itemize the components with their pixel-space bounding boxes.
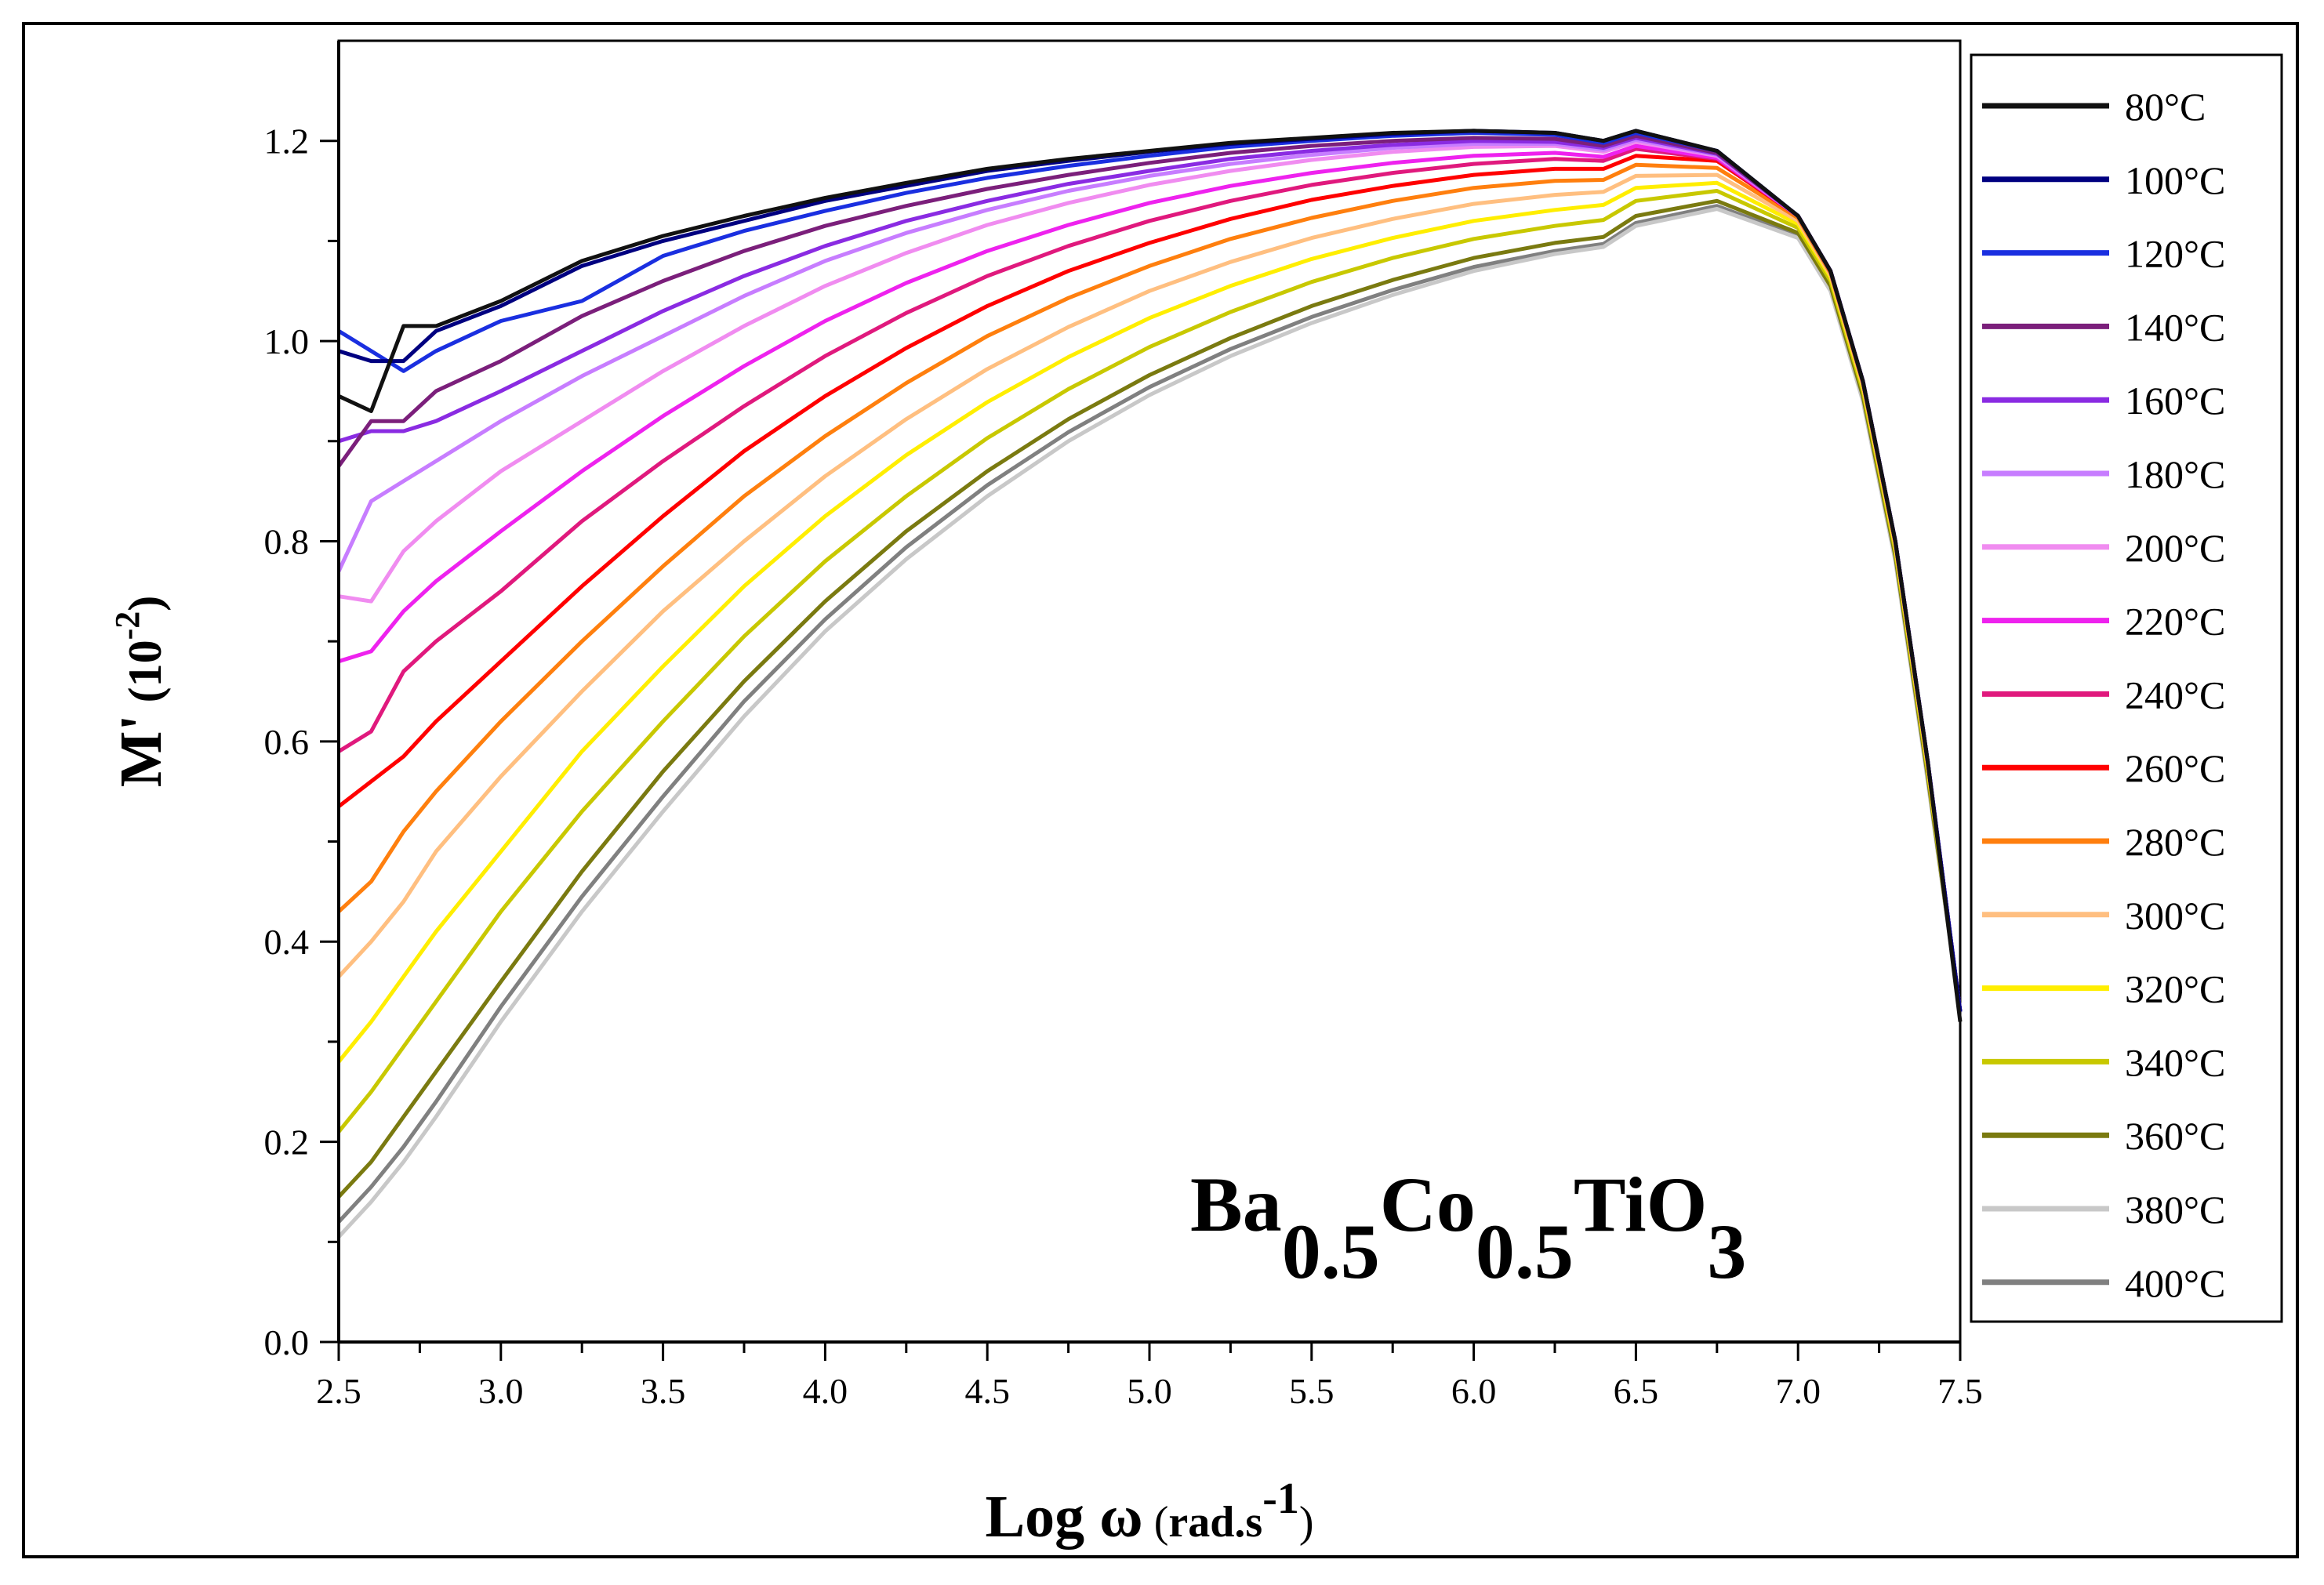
x-axis-title-unit-sup: -1 bbox=[1262, 1474, 1299, 1523]
y-tick-label: 0.8 bbox=[264, 521, 310, 561]
x-tick-label: 3.5 bbox=[641, 1371, 686, 1411]
x-tick-label: 7.0 bbox=[1775, 1371, 1821, 1411]
y-ticks: 0.0 0.2 0.4 0.6 0.8 1.0 1.2 bbox=[264, 122, 339, 1362]
legend-label: 80°C bbox=[2125, 85, 2206, 129]
series-line-160c bbox=[338, 136, 1963, 1012]
legend-box bbox=[1970, 53, 2283, 1323]
series-line-380c bbox=[337, 207, 1963, 1239]
y-axis-title-unit-close: ) bbox=[119, 596, 171, 611]
x-tick-label: 6.0 bbox=[1451, 1371, 1497, 1411]
x-tick-label: 5.0 bbox=[1127, 1371, 1172, 1411]
x-tick-label: 5.5 bbox=[1289, 1371, 1334, 1411]
x-axis-title-unit-close: ) bbox=[1299, 1498, 1314, 1547]
legend-label: 100°C bbox=[2125, 158, 2225, 202]
legend-label: 360°C bbox=[2125, 1114, 2225, 1158]
x-tick-label: 3.0 bbox=[478, 1371, 524, 1411]
series-line-200c bbox=[338, 140, 1963, 1012]
series-line-400c bbox=[337, 204, 1963, 1224]
formula-sub-3: 3 bbox=[1707, 1208, 1746, 1295]
formula-sub-1: 0.5 bbox=[1282, 1208, 1380, 1295]
compound-formula: Ba0.5Co0.5TiO3 bbox=[1190, 1161, 1746, 1295]
x-tick-label: 7.5 bbox=[1937, 1371, 1983, 1411]
x-axis-title: Log ω (rad.s-1) bbox=[985, 1474, 1313, 1550]
y-tick-label: 0.0 bbox=[264, 1322, 310, 1362]
y-tick-label: 0.6 bbox=[264, 722, 310, 762]
x-axis-title-unit-open: ( bbox=[1143, 1498, 1169, 1547]
x-tick-label: 4.0 bbox=[803, 1371, 848, 1411]
formula-tio: TiO bbox=[1574, 1161, 1707, 1248]
series-line-220c bbox=[338, 143, 1963, 1012]
y-tick-label: 0.2 bbox=[264, 1123, 310, 1162]
legend: 80°C 100°C 120°C 140°C 160°C 180°C 200°C 220°C 2… bbox=[1982, 85, 2225, 1305]
y-tick-label: 1.0 bbox=[264, 321, 310, 361]
legend-label: 140°C bbox=[2125, 305, 2225, 349]
formula-co: Co bbox=[1380, 1161, 1476, 1248]
y-axis-title-main: M' bbox=[108, 714, 174, 787]
x-axis-title-main: Log ω bbox=[985, 1484, 1142, 1550]
formula-ba: Ba bbox=[1190, 1161, 1282, 1248]
series-line-260c bbox=[337, 154, 1963, 1012]
legend-label: 240°C bbox=[2125, 673, 2225, 716]
legend-label: 300°C bbox=[2125, 894, 2225, 938]
y-axis-title: M' (10-2) bbox=[108, 596, 174, 787]
legend-label: 340°C bbox=[2125, 1040, 2225, 1084]
legend-label: 320°C bbox=[2125, 967, 2225, 1011]
y-axis-title-unit-open: (10 bbox=[119, 640, 171, 714]
legend-label: 380°C bbox=[2125, 1188, 2225, 1231]
formula-sub-2: 0.5 bbox=[1476, 1208, 1574, 1295]
legend-label: 160°C bbox=[2125, 379, 2225, 423]
series-line-360c bbox=[337, 198, 1963, 1199]
x-axis-title-unit: rad.s bbox=[1168, 1498, 1262, 1547]
legend-label: 120°C bbox=[2125, 232, 2225, 276]
y-tick-label: 1.2 bbox=[264, 122, 310, 161]
series-line-240c bbox=[337, 147, 1963, 1012]
x-ticks: 2.5 3.0 3.5 4.0 4.5 5.0 5.5 6.0 6.5 7.0 7.5 bbox=[316, 1342, 1983, 1411]
series-line-80c bbox=[337, 129, 1963, 1022]
legend-label: 180°C bbox=[2125, 452, 2225, 496]
legend-label: 400°C bbox=[2125, 1261, 2225, 1305]
legend-label: 260°C bbox=[2125, 746, 2225, 790]
x-tick-label: 4.5 bbox=[964, 1371, 1010, 1411]
x-tick-label: 2.5 bbox=[316, 1371, 361, 1411]
series-line-180c bbox=[336, 137, 1963, 1012]
figure-frame bbox=[22, 22, 2299, 1558]
legend-label: 200°C bbox=[2125, 526, 2225, 570]
series-layer bbox=[336, 129, 1963, 1239]
y-tick-label: 0.4 bbox=[264, 922, 310, 962]
series-line-340c bbox=[337, 189, 1963, 1133]
x-tick-label: 6.5 bbox=[1614, 1371, 1659, 1411]
y-axis-title-unit-sup: -2 bbox=[108, 611, 147, 640]
legend-label: 220°C bbox=[2125, 600, 2225, 644]
legend-label: 280°C bbox=[2125, 820, 2225, 864]
